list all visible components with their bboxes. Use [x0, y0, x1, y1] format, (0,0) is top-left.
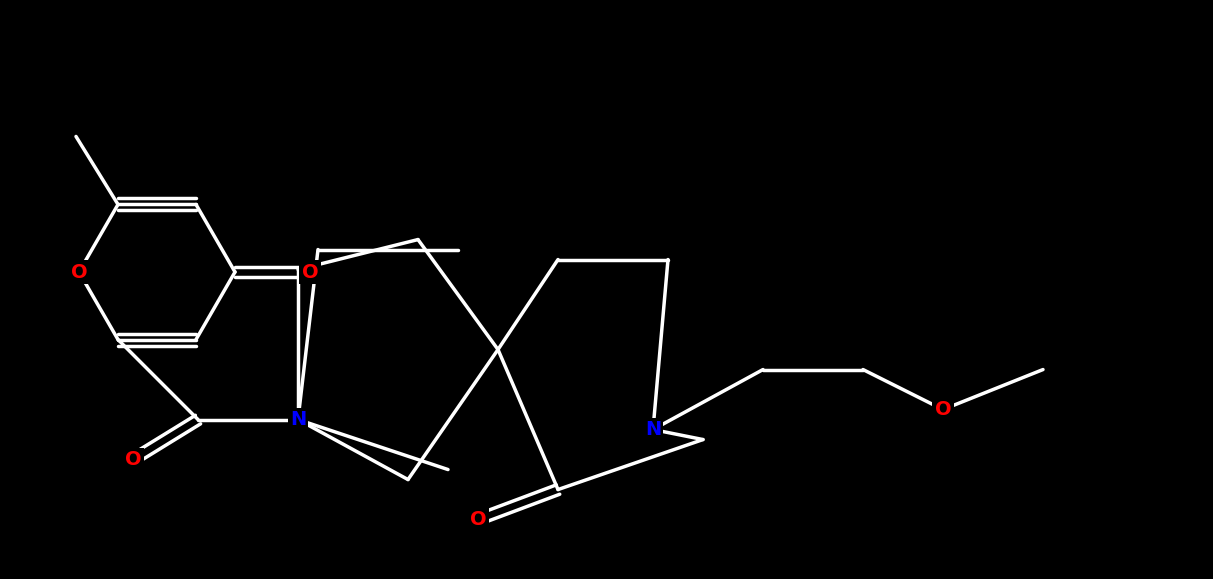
Text: O: O [469, 510, 486, 529]
Text: O: O [302, 262, 318, 281]
Text: N: N [645, 420, 661, 439]
Text: O: O [125, 450, 141, 469]
Text: O: O [935, 400, 951, 419]
Text: O: O [70, 262, 87, 281]
Text: N: N [290, 410, 306, 429]
